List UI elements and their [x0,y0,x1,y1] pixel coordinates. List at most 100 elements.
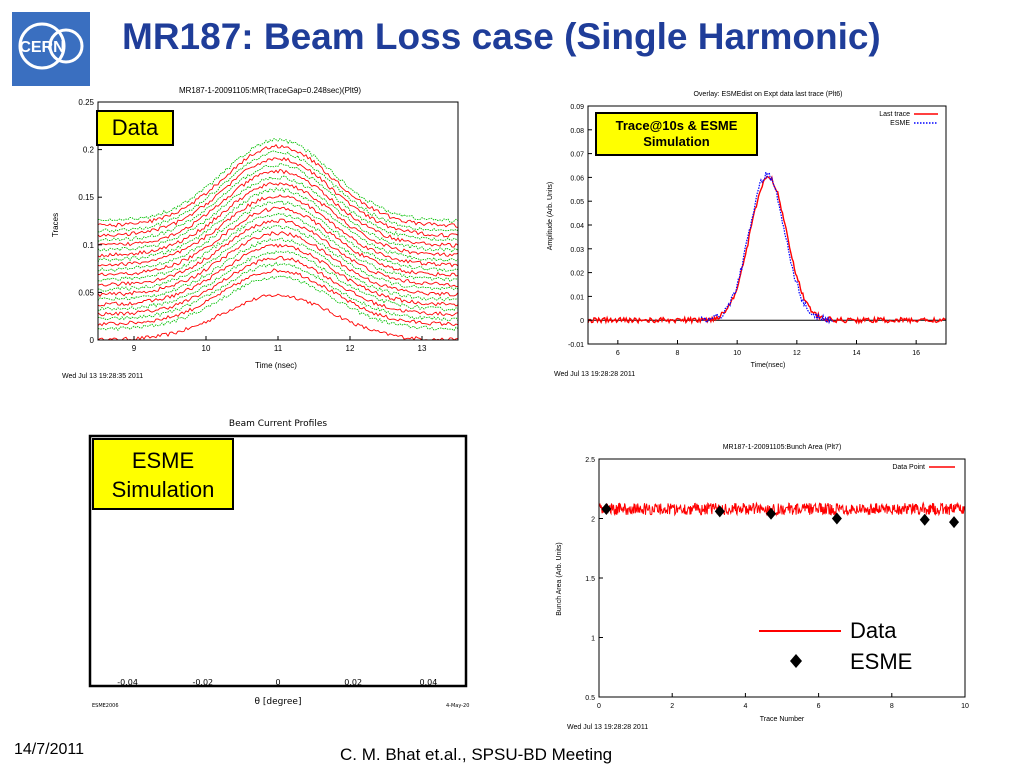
x-axis-label: Trace Number [760,716,805,723]
trace-line [97,157,459,238]
esme-point [601,502,612,515]
x-tick-label: -0.04 [117,678,138,687]
trace-line [97,225,459,292]
y-tick-label: 0.04 [570,223,584,230]
series-data-point-line [598,501,966,517]
big-legend-data-label: Data [850,618,897,643]
x-tick-label: 12 [793,350,801,357]
chart-title: MR187-1-20091105:Bunch Area (Plt7) [723,444,842,451]
series-esme-line [700,172,833,325]
y-tick-label: 0.2 [83,146,95,155]
x-tick-label: 10 [733,350,741,357]
trace-line [97,275,459,332]
esme-point [714,505,725,518]
x-tick-label: 9 [132,344,137,353]
y-tick-label: 2.5 [585,457,595,464]
x-tick-label: 6 [616,350,620,357]
x-tick-label: 10 [202,344,211,353]
trace-line [97,168,459,248]
y-tick-label: 0.05 [570,199,584,206]
y-tick-label: 1 [591,636,595,643]
legend-label-last-trace: Last trace [879,111,910,118]
esme-point [949,516,960,529]
series-last-trace-line [587,175,947,325]
y-tick-label: 0 [90,336,95,345]
x-axis-label: Time (nsec) [255,361,297,370]
legend-label-data-point: Data Point [892,464,925,471]
footer-credit: C. M. Bhat et.al., SPSU-BD Meeting [340,745,613,764]
trace-line [97,194,459,268]
y-tick-label: 0.09 [570,104,584,111]
x-tick-label: 0 [597,703,601,710]
esme-point [919,513,930,526]
y-axis-label: Bunch Area (Arb. Units) [556,542,563,616]
y-tick-label: 0.15 [78,193,94,202]
trace-line [97,143,459,228]
x-axis-label: Time(nsec) [751,362,786,369]
trace-line [97,237,459,302]
x-tick-label: 14 [853,350,861,357]
trace-line [97,255,459,317]
x-tick-label: 8 [890,703,894,710]
y-tick-label: 0.5 [585,695,595,702]
timestamp: Wed Jul 13 19:28:35 2011 [62,373,143,380]
esme-point [831,512,842,525]
y-tick-label: 1.5 [585,576,595,583]
x-axis-label: θ [degree] [255,697,302,707]
cern-logo: CERN [12,12,90,86]
y-tick-label: 0.02 [570,271,584,278]
overlay-chart: 6 8 10 12 14 16 -0.01 0 0.01 0.02 0.03 0.04 0.05 0.06… [540,86,950,381]
trace-line [97,212,459,282]
y-tick-label: 0.07 [570,152,584,159]
x-tick-label: 2 [670,703,674,710]
traces-chart: 9 10 11 12 13 0 0.05 0.1 0.15 0.2 0.25 MR187-1-200… [40,80,465,385]
x-tick-label: 4 [743,703,747,710]
trace-line [97,137,459,223]
y-axis-label: Amplitude (Arb. Units) [547,182,554,250]
chart-title: Overlay: ESMEdist on Expt data last trac… [693,91,842,98]
page-title: MR187: Beam Loss case (Single Harmonic) [122,16,881,57]
trace-line [97,182,459,258]
trace-line [97,231,459,298]
trace-line [97,200,459,272]
y-tick-label: 0.05 [78,288,94,297]
x-tick-label: 6 [817,703,821,710]
footer-date: 14/7/2011 [14,741,84,758]
x-tick-label: 13 [418,344,427,353]
x-tick-label: 0.02 [344,678,362,687]
esme-callout: ESME Simulation [92,438,234,510]
trace-line [97,150,459,233]
trace-line [97,175,459,253]
x-tick-label: 0.04 [419,678,437,687]
timestamp: Wed Jul 13 19:28:28 2011 [567,724,648,731]
x-tick-label: -0.02 [192,678,213,687]
bunch-area-chart: 0 2 4 6 8 10 0.5 1 1.5 2 2.5 MR187-1-20091105:Bunc… [545,437,975,737]
x-tick-label: 16 [912,350,920,357]
trace-line [97,187,459,263]
footnote-right: 4-May-20 [446,703,469,709]
y-tick-label: 0.25 [78,98,94,107]
trace-line [97,261,459,322]
big-legend-esme-diamond [790,654,802,668]
x-tick-label: 12 [346,344,355,353]
legend-label-esme: ESME [890,120,910,127]
y-tick-label: 0.06 [570,175,584,182]
trace-line [97,162,459,242]
y-tick-label: 0.01 [570,294,584,301]
y-tick-label: 0.08 [570,128,584,135]
big-legend: Data ESME [757,617,957,681]
trace-line [97,218,458,287]
chart-title: Beam Current Profiles [229,419,328,429]
trace-line [97,250,459,312]
x-tick-label: 11 [274,344,283,353]
trace-line [97,293,459,341]
y-tick-label: 2 [591,517,595,524]
esme-point [766,507,777,520]
esme-profiles-chart: -0.04 -0.02 0 0.02 0.04 Beam Current Profile… [80,412,500,717]
chart-title: MR187-1-20091105:MR(TraceGap=0.248sec)(P… [179,86,361,95]
y-tick-label: 0.1 [83,241,95,250]
trace-line [97,268,459,327]
x-tick-label: 0 [275,678,280,687]
trace-callout: Trace@10s & ESME Simulation [595,112,758,156]
trace-line [97,243,459,307]
